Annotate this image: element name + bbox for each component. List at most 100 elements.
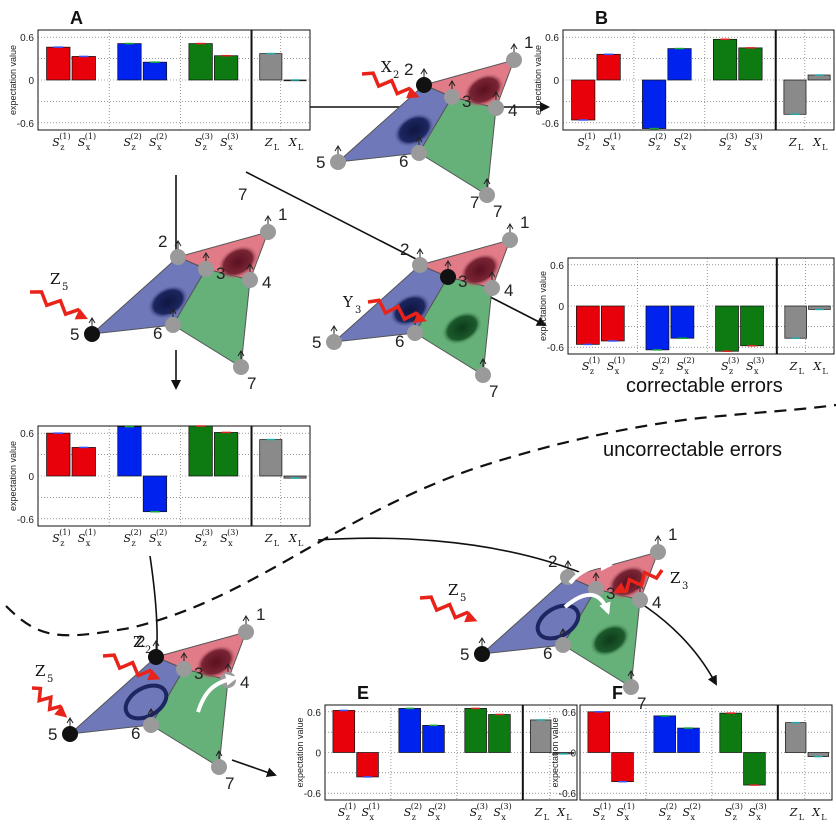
x-tick-sub: z — [585, 143, 589, 152]
error-y3 — [367, 298, 427, 324]
x-tick-label: Z — [264, 136, 273, 149]
qubit-number-1: 1 — [524, 33, 533, 52]
bar-b-1 — [596, 53, 621, 81]
spin-arrow-head — [592, 572, 600, 579]
error-label-y3: Y — [342, 293, 354, 311]
x-tick-label: S — [195, 532, 203, 545]
qubit-number-5: 5 — [316, 153, 325, 172]
qubit-4 — [488, 100, 504, 116]
bar-b-6 — [783, 79, 807, 115]
x-tick-sub: x — [752, 143, 757, 152]
bar-d-5 — [214, 432, 239, 477]
x-tick-label: S — [721, 360, 729, 373]
arrow-to-f — [317, 537, 717, 686]
x-tick-sub: z — [656, 143, 660, 152]
x-tick-sup: (1) — [85, 528, 96, 537]
x-tick-sub: x — [435, 813, 440, 822]
qubit-6 — [411, 145, 427, 161]
x-tick-sub: x — [754, 367, 759, 376]
x-tick-label: S — [648, 136, 656, 149]
error-z5-b — [31, 686, 68, 718]
spin-arrow-head — [169, 308, 177, 315]
x-tick-sub: z — [60, 143, 64, 152]
bar-a-2 — [117, 43, 142, 81]
qubit-number-7: 7 — [493, 202, 502, 221]
qubit-3 — [198, 261, 214, 277]
x-tick-label: Z — [534, 806, 543, 819]
x-tick-sub: z — [478, 813, 482, 822]
error-chain-arrow — [563, 592, 611, 615]
qubit-number-6: 6 — [543, 644, 552, 663]
y-axis-label: expectation value — [550, 717, 560, 787]
x-tick-sub: z — [590, 367, 594, 376]
qubit-number-3: 3 — [194, 664, 203, 683]
blue-plaquette-blob — [393, 112, 435, 148]
error-zigzag — [624, 569, 664, 593]
x-tick-sub: z — [131, 539, 135, 548]
x-tick-sub: x — [157, 143, 162, 152]
x-tick-sub: x — [615, 367, 620, 376]
bar-e-0 — [332, 710, 356, 753]
bar-b-3 — [667, 48, 692, 81]
x-tick-sub: x — [625, 813, 630, 822]
arrow-to-e — [231, 759, 277, 778]
bar-e-3 — [422, 725, 445, 753]
x-tick-label: X — [812, 136, 822, 149]
qubit-number-7: 7 — [489, 382, 498, 401]
bar-d-1 — [71, 447, 96, 477]
spin-arrow-head — [246, 263, 254, 270]
bar-c-6 — [784, 305, 807, 339]
error-subscript-z5: 5 — [47, 674, 53, 685]
qubit-number-1: 1 — [668, 525, 677, 544]
x-tick-sub: L — [544, 813, 550, 822]
qubit-number-3: 3 — [606, 584, 615, 603]
x-tick-sub: z — [346, 813, 350, 822]
qubit-number-7-extra: 7 — [470, 193, 479, 212]
bar-b-4 — [712, 38, 738, 81]
error-arrowhead — [147, 669, 161, 681]
x-tick-sub: L — [298, 539, 304, 548]
spin-arrow-head — [506, 223, 514, 230]
bar-f-4 — [719, 712, 742, 753]
x-tick-sub: L — [799, 813, 805, 822]
x-tick-label: S — [78, 532, 86, 545]
spin-arrow-head — [334, 145, 342, 152]
qubit-number-7: 7 — [247, 374, 256, 393]
x-tick-label: X — [811, 806, 821, 819]
qubit-number-5: 5 — [312, 333, 321, 352]
x-tick-sup: (2) — [434, 802, 445, 811]
bar-f-2 — [653, 715, 676, 753]
x-tick-sup: (3) — [755, 802, 766, 811]
spin-arrow-head — [444, 260, 452, 267]
bar-c-5 — [740, 305, 764, 347]
qubit-2 — [148, 649, 164, 665]
x-tick-sup: (2) — [658, 356, 669, 365]
spin-arrow-head — [559, 628, 567, 635]
y-tick-label: -0.6 — [542, 119, 560, 130]
x-tick-sup: (1) — [584, 132, 595, 141]
color-code-z5: 1 2 3 4 5 6 7 7 — [70, 185, 287, 393]
x-tick-sup: (2) — [666, 802, 677, 811]
error-subscript-y3: 3 — [355, 305, 361, 316]
qubit-number-5: 5 — [48, 725, 57, 744]
qubit-1 — [506, 52, 522, 68]
x-tick-sup: (3) — [202, 132, 213, 141]
y-tick-label: -0.6 — [547, 343, 565, 354]
x-tick-sup: (2) — [681, 132, 692, 141]
x-tick-sup: (1) — [85, 132, 96, 141]
y-axis-label: expectation value — [538, 271, 548, 341]
qubit-2 — [170, 249, 186, 265]
qubit-7 — [233, 359, 249, 375]
bar-d-2 — [117, 426, 142, 477]
qubit-number-2: 2 — [158, 232, 167, 251]
qubit-5 — [62, 726, 78, 742]
x-tick-label: S — [123, 136, 131, 149]
qubit-number-1: 1 — [520, 213, 529, 232]
x-tick-sup: (3) — [227, 132, 238, 141]
qubit-1 — [238, 624, 254, 640]
y-tick-label: 0.6 — [550, 261, 564, 272]
x-tick-sub: z — [667, 813, 671, 822]
qubit-number-2: 2 — [548, 552, 557, 571]
